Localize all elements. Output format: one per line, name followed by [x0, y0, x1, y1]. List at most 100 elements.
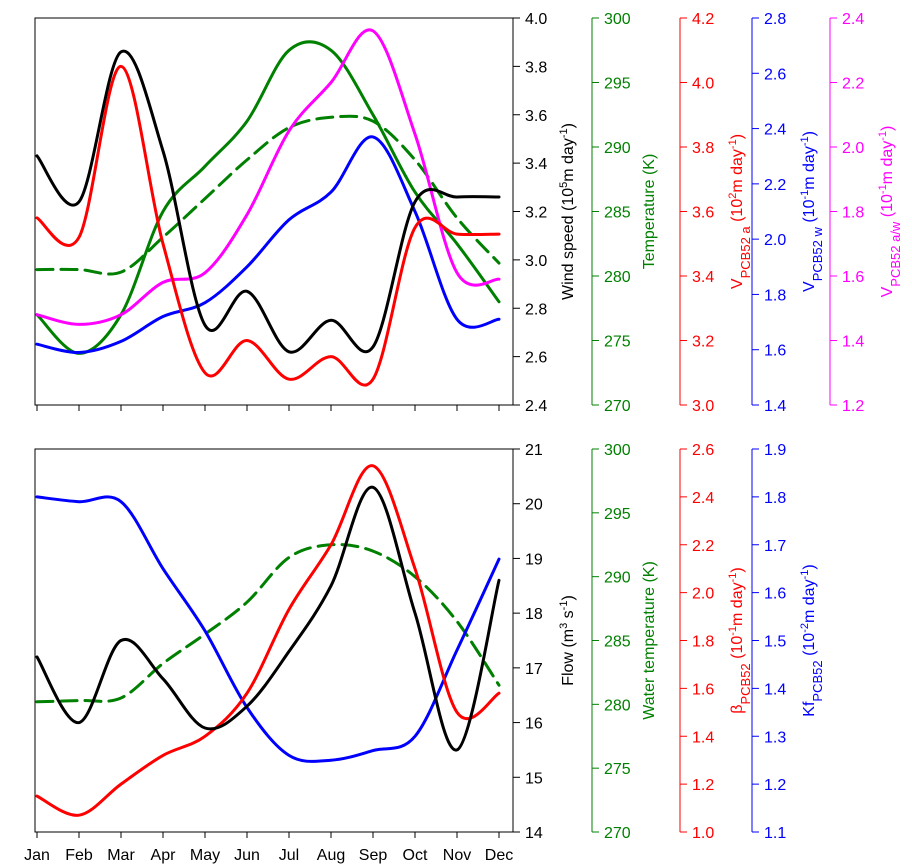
axis-label-va: VPCB52 a (102m day-1) [727, 134, 753, 289]
y-tick-label-wtemp: 295 [604, 506, 631, 523]
y-tick-label-va: 3.8 [692, 140, 714, 157]
y-tick-label-va: 4.2 [692, 11, 714, 28]
y-tick-label-vaw: 1.2 [842, 398, 864, 415]
y-tick-label-vaw: 2.2 [842, 76, 864, 93]
y-tick-label-wtemp: 275 [604, 761, 631, 778]
y-tick-label-flow: 20 [525, 497, 543, 514]
y-tick-label-temp: 280 [604, 269, 631, 286]
x-tick-label: Apr [151, 847, 177, 864]
y-tick-label-beta: 2.4 [692, 490, 714, 507]
top-panel: 2.4 2.6 2.8 3.0 3.2 3.4 3.6 3.8 4.0 Wind speed (1… [34, 11, 903, 415]
x-tick-label: Dec [485, 847, 513, 864]
y-tick-label-vaw: 1.4 [842, 334, 864, 351]
y-tick-label-vaw: 2.0 [842, 140, 864, 157]
y-tick-label-va: 4.0 [692, 76, 714, 93]
y-tick-label-va: 3.6 [692, 205, 714, 222]
x-tick-label: Oct [403, 847, 428, 864]
y-tick-label-wind: 3.8 [525, 59, 547, 76]
series-line-temp-dashed [35, 114, 501, 276]
y-tick-label-beta: 1.8 [692, 634, 714, 651]
y-tick-label-wind: 2.6 [525, 350, 547, 367]
y-tick-label-flow: 16 [525, 716, 543, 733]
y-tick-label-wind: 3.4 [525, 156, 547, 173]
y-tick-label-temp: 295 [604, 76, 631, 93]
x-tick-label: Aug [317, 847, 345, 864]
y-tick-label-vw: 2.0 [764, 232, 786, 249]
y-tick-label-wind: 3.2 [525, 205, 547, 222]
y-tick-label-vw: 1.8 [764, 287, 786, 304]
x-tick-label: May [190, 847, 220, 864]
y-tick-label-va: 3.2 [692, 334, 714, 351]
y-tick-label-wind: 4.0 [525, 11, 547, 28]
axis-kf: 1.1 1.2 1.3 1.4 1.5 1.6 1.7 1.8 1.9 KfPCB52 (10-2… [751, 442, 825, 842]
series-line-wind [35, 49, 501, 354]
axis-beta: 1.0 1.2 1.4 1.6 1.8 2.0 2.2 2.4 2.6 βPCB52 (10-1m… [679, 442, 753, 842]
y-tick-label-vw: 2.4 [764, 122, 786, 139]
y-tick-label-flow: 17 [525, 661, 543, 678]
y-tick-label-kf: 1.9 [764, 442, 786, 459]
y-tick-label-temp: 285 [604, 205, 631, 222]
y-tick-label-wind: 3.0 [525, 253, 547, 270]
y-tick-label-wtemp: 285 [604, 634, 631, 651]
series-line-vaw [35, 28, 501, 326]
axis-wtemp: 270 275 280 285 290 295 300 Water temperature (… [591, 442, 658, 842]
series-line-flow [35, 485, 501, 752]
month-axis-labels: Jan Feb Mar Apr May Jun Jul Aug Sep Oct Nov Dec [24, 847, 513, 864]
y-tick-label-wtemp: 290 [604, 570, 631, 587]
y-tick-label-flow: 18 [525, 606, 543, 623]
y-tick-label-vaw: 1.8 [842, 205, 864, 222]
axis-label-vaw: VPCB52 a/w (10-1m day-1) [877, 126, 903, 298]
axis-label-vw: VPCB52 w (10-1m day-1) [799, 131, 825, 292]
x-tick-label: Feb [65, 847, 93, 864]
y-tick-label-vw: 1.4 [764, 398, 786, 415]
y-tick-label-flow: 14 [525, 825, 543, 842]
y-tick-label-kf: 1.3 [764, 729, 786, 746]
axis-label-wind: Wind speed (105m day-1) [558, 123, 577, 300]
y-tick-label-beta: 2.0 [692, 586, 714, 603]
x-tick-label: Sep [359, 847, 388, 864]
series-line-vw [35, 135, 501, 355]
y-tick-label-flow: 19 [525, 551, 543, 568]
series-line-wtemp-dashed [35, 543, 501, 704]
y-tick-label-beta: 2.2 [692, 538, 714, 555]
y-tick-label-wtemp: 270 [604, 825, 631, 842]
axis-label-kf: KfPCB52 (10-2m day-1) [799, 564, 825, 716]
x-tick-label: Jun [234, 847, 260, 864]
y-tick-label-wtemp: 300 [604, 442, 631, 459]
y-tick-label-vw: 2.6 [764, 66, 786, 83]
axis-vaw: 1.2 1.4 1.6 1.8 2.0 2.2 2.4 VPCB52 a/w (10-1m d… [829, 11, 903, 415]
axis-label-flow: Flow (m3 s-1) [558, 595, 577, 686]
y-tick-label-beta: 2.6 [692, 442, 714, 459]
y-tick-label-wind: 2.4 [525, 398, 547, 415]
y-tick-label-temp: 290 [604, 140, 631, 157]
series-line-beta [35, 464, 501, 817]
bottom-panel: 14 15 16 17 18 19 20 21 Flow (m3 s-1) 270 275 280 28… [34, 442, 825, 842]
y-tick-label-beta: 1.2 [692, 777, 714, 794]
y-tick-label-flow: 15 [525, 770, 543, 787]
y-tick-label-kf: 1.8 [764, 490, 786, 507]
y-tick-label-va: 3.4 [692, 269, 714, 286]
axis-flow: 14 15 16 17 18 19 20 21 Flow (m3 s-1) [513, 442, 577, 842]
y-tick-label-vw: 2.8 [764, 11, 786, 28]
x-tick-label: Mar [107, 847, 135, 864]
axis-temp: 270 275 280 285 290 295 300 Temperature (K) [591, 11, 658, 415]
axis-wind: 2.4 2.6 2.8 3.0 3.2 3.4 3.6 3.8 4.0 Wind speed (1… [513, 11, 577, 415]
plot-frame [34, 448, 514, 833]
y-tick-label-temp: 300 [604, 11, 631, 28]
y-tick-label-kf: 1.6 [764, 586, 786, 603]
y-tick-label-vw: 1.6 [764, 343, 786, 360]
series-line-kf [35, 495, 501, 763]
y-tick-label-temp: 275 [604, 334, 631, 351]
axis-label-beta: βPCB52 (10-1m day-1) [727, 567, 753, 713]
y-tick-label-kf: 1.7 [764, 538, 786, 555]
x-tick-label: Jan [24, 847, 50, 864]
y-tick-label-flow: 21 [525, 442, 543, 459]
y-tick-label-beta: 1.4 [692, 729, 714, 746]
y-tick-label-kf: 1.5 [764, 634, 786, 651]
axis-label-wtemp: Water temperature (K) [641, 561, 658, 720]
x-tick-label: Jul [279, 847, 299, 864]
y-tick-label-wtemp: 280 [604, 697, 631, 714]
y-tick-label-vaw: 2.4 [842, 11, 864, 28]
y-tick-label-vaw: 1.6 [842, 269, 864, 286]
y-tick-label-vw: 2.2 [764, 177, 786, 194]
